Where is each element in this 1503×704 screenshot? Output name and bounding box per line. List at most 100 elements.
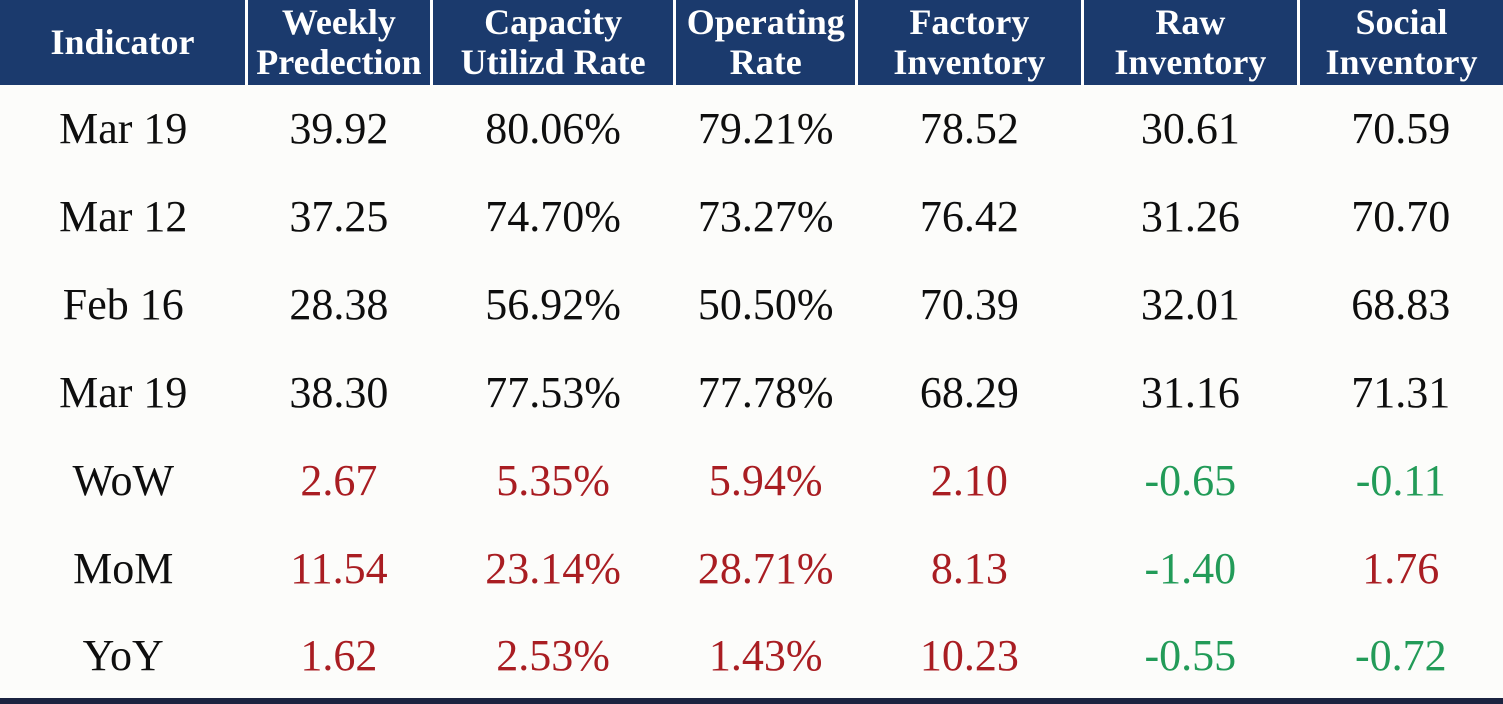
cell-value: 31.26 (1140, 192, 1240, 242)
table-cell: 28.38 (246, 261, 431, 349)
table-cell: 70.59 (1299, 85, 1503, 173)
table-cell: -1.40 (1082, 525, 1298, 613)
table-cell: 1.62 (246, 613, 431, 701)
cell-value: 73.27% (697, 192, 834, 242)
table-cell: 38.30 (246, 349, 431, 437)
table-cell: -0.72 (1299, 613, 1503, 701)
column-header-raw-inventory: Raw Inventory (1080, 0, 1299, 85)
table-cell: 28.71% (675, 525, 857, 613)
cell-value: 2.53% (496, 630, 610, 680)
cell-value: 2.67 (300, 456, 378, 506)
table-cell: 8.13 (857, 525, 1082, 613)
table-cell: 23.14% (431, 525, 674, 613)
cell-value: 30.61 (1140, 104, 1240, 154)
table-cell: 1.76 (1299, 525, 1503, 613)
column-header-factory-inventory: Factory Inventory (855, 0, 1083, 85)
table-cell: 31.26 (1082, 173, 1298, 261)
cell-value: 76.42 (919, 192, 1019, 242)
cell-value: 10.23 (919, 630, 1019, 680)
table-cell: 30.61 (1082, 85, 1298, 173)
row-label: Mar 12 (59, 192, 188, 242)
table-cell: 5.35% (431, 437, 674, 525)
table-row: Mar 19 39.92 80.06% 79.21% 78.52 30.61 7… (0, 85, 1503, 173)
header-line: Utilizd Rate (460, 42, 646, 83)
table-cell: 77.78% (675, 349, 857, 437)
cell-value: 78.52 (919, 104, 1019, 154)
cell-value: 80.06% (485, 104, 621, 154)
table-row: Feb 16 28.38 56.92% 50.50% 70.39 32.01 6… (0, 261, 1503, 349)
row-label: Mar 19 (59, 368, 188, 418)
header-line: Predection (256, 42, 422, 83)
table-cell: -0.65 (1082, 437, 1298, 525)
cell-value: -0.55 (1144, 630, 1237, 680)
cell-value: 39.92 (289, 104, 389, 154)
column-header-social-inventory: Social Inventory (1297, 0, 1503, 85)
row-label: Mar 19 (59, 104, 188, 154)
header-row: Indicator Weekly Predection Capacity Utili… (0, 0, 1503, 85)
table-cell: 10.23 (857, 613, 1082, 701)
table-cell: 80.06% (431, 85, 674, 173)
header-line: Indicator (50, 22, 195, 63)
table-row: Mar 12 37.25 74.70% 73.27% 76.42 31.26 7… (0, 173, 1503, 261)
table-cell: 37.25 (246, 173, 431, 261)
cell-value: 37.25 (289, 192, 389, 242)
table-cell: 5.94% (675, 437, 857, 525)
table-cell: 70.39 (857, 261, 1082, 349)
table-cell: 2.10 (857, 437, 1082, 525)
table-cell: -0.55 (1082, 613, 1298, 701)
cell-value: 31.16 (1140, 368, 1240, 418)
table-cell: 2.53% (431, 613, 674, 701)
header-line: Inventory (893, 42, 1046, 83)
header-line: Operating (686, 2, 845, 42)
table-cell: 32.01 (1082, 261, 1298, 349)
column-header-indicator: Indicator (0, 0, 247, 85)
column-header-capacity-utilizd-rate: Capacity Utilizd Rate (429, 0, 675, 85)
table-cell: -0.11 (1299, 437, 1503, 525)
row-label: WoW (72, 456, 175, 506)
cell-value: 77.53% (485, 368, 621, 418)
table-cell: 50.50% (675, 261, 857, 349)
cell-value: 70.59 (1351, 104, 1451, 154)
row-label: MoM (73, 544, 174, 594)
cell-value: 11.54 (290, 544, 388, 594)
header-line: Social (1355, 2, 1448, 42)
cell-value: 74.70% (485, 192, 621, 242)
table-cell: 76.42 (857, 173, 1082, 261)
cell-value: 79.21% (697, 104, 834, 154)
cell-value: 1.62 (300, 630, 378, 680)
table-cell: 74.70% (431, 173, 674, 261)
table-cell: 68.83 (1299, 261, 1503, 349)
cell-value: 56.92% (485, 280, 621, 330)
header-line: Weekly (281, 2, 396, 42)
cell-value: 32.01 (1140, 280, 1240, 330)
column-header-operating-rate: Operating Rate (673, 0, 857, 85)
cell-value: -0.72 (1354, 630, 1447, 680)
header-line: Rate (729, 42, 802, 83)
cell-value: 50.50% (697, 280, 834, 330)
table-cell: 78.52 (857, 85, 1082, 173)
table-row: MoM 11.54 23.14% 28.71% 8.13 -1.40 1.76 (0, 525, 1503, 613)
table-cell: 77.53% (431, 349, 674, 437)
cell-value: -1.40 (1144, 544, 1237, 594)
cell-value: 28.38 (289, 280, 389, 330)
cell-value: 5.94% (708, 456, 823, 506)
table-cell: 71.31 (1299, 349, 1503, 437)
table-cell: 73.27% (675, 173, 857, 261)
header-line: Capacity (484, 2, 623, 42)
cell-value: -0.11 (1355, 456, 1446, 506)
cell-value: -0.65 (1144, 456, 1237, 506)
cell-value: 38.30 (289, 368, 389, 418)
cell-value: 70.70 (1351, 192, 1451, 242)
table-cell: 1.43% (675, 613, 857, 701)
cell-value: 23.14% (485, 544, 621, 594)
table-body: Mar 19 39.92 80.06% 79.21% 78.52 30.61 7… (0, 85, 1503, 701)
header-line: Raw (1155, 2, 1226, 42)
cell-value: 1.43% (708, 630, 823, 680)
cell-value: 5.35% (496, 456, 610, 506)
column-header-weekly-predection: Weekly Predection (244, 0, 432, 85)
table-header: Indicator Weekly Predection Capacity Utili… (0, 0, 1503, 85)
header-line: Factory (909, 2, 1030, 42)
table-row: YoY 1.62 2.53% 1.43% 10.23 -0.55 -0.72 (0, 613, 1503, 701)
cell-value: 71.31 (1351, 368, 1451, 418)
